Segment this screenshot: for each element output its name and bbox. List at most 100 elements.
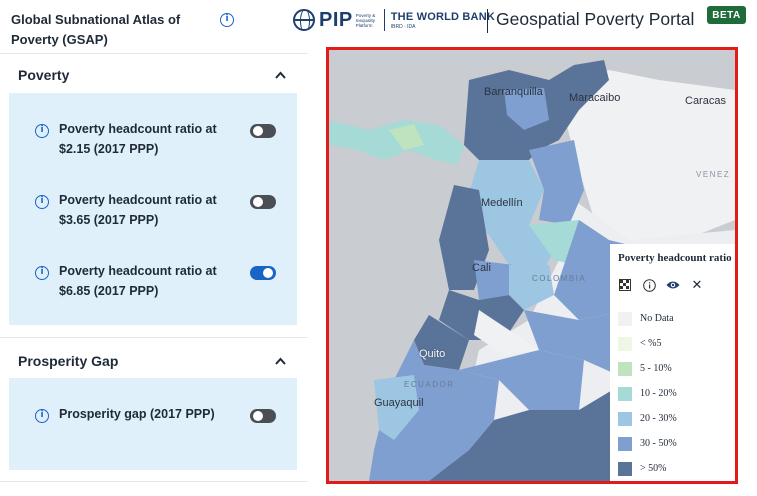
legend-item: 20 - 30% bbox=[618, 406, 677, 431]
legend-swatch bbox=[618, 386, 632, 401]
pip-logo-subtitle: Poverty & Inequality Platform bbox=[355, 12, 376, 28]
legend-item: < %5 bbox=[618, 331, 677, 356]
toggle-knob bbox=[253, 197, 263, 207]
legend-swatch bbox=[618, 411, 632, 426]
legend-title: Poverty headcount ratio bbox=[618, 252, 732, 264]
section-label: Prosperity Gap bbox=[18, 353, 119, 369]
chevron-up-icon[interactable] bbox=[272, 67, 288, 83]
info-icon[interactable] bbox=[642, 278, 656, 292]
legend-swatch bbox=[618, 436, 632, 451]
pip-logo-text: PIP bbox=[319, 8, 353, 31]
layer-label: Poverty headcount ratio at $3.65 (2017 P… bbox=[59, 193, 217, 227]
region-panama bbox=[329, 120, 464, 165]
map-canvas[interactable]: Barranquilla Maracaibo Caracas VENEZ Med… bbox=[326, 47, 738, 484]
info-icon[interactable]: i bbox=[220, 13, 234, 27]
toggle-knob bbox=[263, 268, 273, 278]
info-icon[interactable]: i bbox=[35, 409, 49, 423]
region-valle bbox=[474, 260, 514, 300]
legend-label: No Data bbox=[640, 313, 674, 324]
close-icon[interactable]: ✕ bbox=[691, 277, 703, 293]
checkerboard-icon[interactable] bbox=[618, 278, 632, 292]
legend-label: 5 - 10% bbox=[640, 363, 672, 374]
worldbank-logo-subtitle: IBRD · IDA bbox=[390, 23, 416, 30]
legend-swatch bbox=[618, 336, 632, 351]
legend-label: 30 - 50% bbox=[640, 438, 677, 449]
region-santander bbox=[529, 140, 584, 225]
layer-toggle[interactable] bbox=[250, 409, 276, 423]
region-ecuador bbox=[369, 340, 499, 481]
legend-label: 20 - 30% bbox=[640, 413, 677, 424]
beta-badge: BETA bbox=[707, 6, 746, 24]
region-caqueta bbox=[524, 310, 629, 380]
layer-toggle[interactable] bbox=[250, 266, 276, 280]
map-legend: Poverty headcount ratio ✕ No Data < %5 5 -… bbox=[610, 244, 735, 481]
section-header-prosperity-gap[interactable]: Prosperity Gap bbox=[9, 343, 297, 379]
legend-swatch bbox=[618, 461, 632, 476]
toggle-knob bbox=[253, 411, 263, 421]
pip-worldbank-logo[interactable]: PIP Poverty & Inequality Platform THE WO… bbox=[293, 6, 495, 34]
map-label-city: Caracas bbox=[685, 95, 726, 107]
legend-item: No Data bbox=[618, 306, 677, 331]
app-title: Global Subnational Atlas of Poverty (GSA… bbox=[11, 12, 181, 47]
logo-divider bbox=[383, 9, 385, 31]
map-label-country: ECUADOR bbox=[404, 380, 455, 389]
info-icon[interactable]: i bbox=[35, 195, 49, 209]
region-panama-east bbox=[389, 124, 424, 150]
layer-label: Prosperity gap (2017 PPP) bbox=[59, 407, 215, 421]
info-icon[interactable]: i bbox=[35, 266, 49, 280]
region-narino bbox=[414, 315, 469, 370]
layer-label: Poverty headcount ratio at $2.15 (2017 P… bbox=[59, 122, 217, 156]
divider bbox=[0, 53, 308, 54]
divider bbox=[0, 337, 308, 338]
legend-label: > 50% bbox=[640, 463, 667, 474]
map-label-country: COLOMBIA bbox=[532, 274, 587, 283]
legend-swatch bbox=[618, 361, 632, 376]
map-label-city: Barranquilla bbox=[484, 86, 543, 98]
region-ecuador-coast bbox=[374, 375, 419, 440]
layer-toggle[interactable] bbox=[250, 124, 276, 138]
layer-row-poverty-215[interactable]: i Poverty headcount ratio at $2.15 (2017… bbox=[9, 119, 297, 163]
region-amazon-no-data bbox=[474, 310, 539, 355]
region-putumayo bbox=[459, 350, 584, 410]
section-header-poverty[interactable]: Poverty bbox=[9, 57, 297, 93]
chevron-up-icon[interactable] bbox=[272, 353, 288, 369]
legend-item: 30 - 50% bbox=[618, 431, 677, 456]
map-label-city: Medellín bbox=[481, 197, 523, 209]
map-label-city: Quito bbox=[419, 348, 446, 360]
legend-items: No Data < %5 5 - 10% 10 - 20% 20 - 30% 30 - 5… bbox=[618, 306, 677, 481]
legend-item: 5 - 10% bbox=[618, 356, 677, 381]
map-label-city: Cali bbox=[472, 262, 491, 274]
layer-row-prosperity-gap[interactable]: i Prosperity gap (2017 PPP) bbox=[9, 404, 297, 448]
region-venezuela bbox=[557, 70, 735, 250]
map-label-country: VENEZ bbox=[696, 170, 731, 179]
eye-icon[interactable] bbox=[666, 278, 680, 292]
legend-swatch bbox=[618, 311, 632, 326]
header-divider bbox=[487, 9, 488, 33]
legend-label: 10 - 20% bbox=[640, 388, 677, 399]
region-antioquia bbox=[464, 160, 544, 235]
legend-item: > 50% bbox=[618, 456, 677, 481]
legend-label: < %5 bbox=[640, 338, 662, 349]
legend-toolbar: ✕ bbox=[618, 277, 714, 293]
layer-label: Poverty headcount ratio at $6.85 (2017 P… bbox=[59, 264, 217, 298]
worldbank-logo: THE WORLD BANK IBRD · IDA bbox=[391, 11, 495, 30]
section-panel-prosperity-gap: i Prosperity gap (2017 PPP) bbox=[9, 378, 297, 470]
map-label-city: Guayaquil bbox=[374, 397, 424, 409]
legend-item: 10 - 20% bbox=[618, 381, 677, 406]
region-atlantico bbox=[504, 88, 549, 130]
globe-icon bbox=[293, 9, 315, 31]
layer-toggle[interactable] bbox=[250, 195, 276, 209]
divider bbox=[0, 481, 308, 482]
layer-row-poverty-685[interactable]: i Poverty headcount ratio at $6.85 (2017… bbox=[9, 261, 297, 305]
toggle-knob bbox=[253, 126, 263, 136]
portal-title: Geospatial Poverty Portal bbox=[496, 9, 695, 29]
section-panel-poverty: i Poverty headcount ratio at $2.15 (2017… bbox=[9, 93, 297, 325]
region-peru-north bbox=[429, 380, 629, 481]
section-label: Poverty bbox=[18, 67, 70, 83]
info-icon[interactable]: i bbox=[35, 124, 49, 138]
worldbank-logo-text: THE WORLD BANK bbox=[390, 10, 495, 23]
map-label-city: Maracaibo bbox=[569, 92, 621, 104]
region-tolima bbox=[509, 265, 554, 310]
layer-row-poverty-365[interactable]: i Poverty headcount ratio at $3.65 (2017… bbox=[9, 190, 297, 234]
layer-sidebar: Global Subnational Atlas of Poverty (GSA… bbox=[0, 0, 308, 496]
